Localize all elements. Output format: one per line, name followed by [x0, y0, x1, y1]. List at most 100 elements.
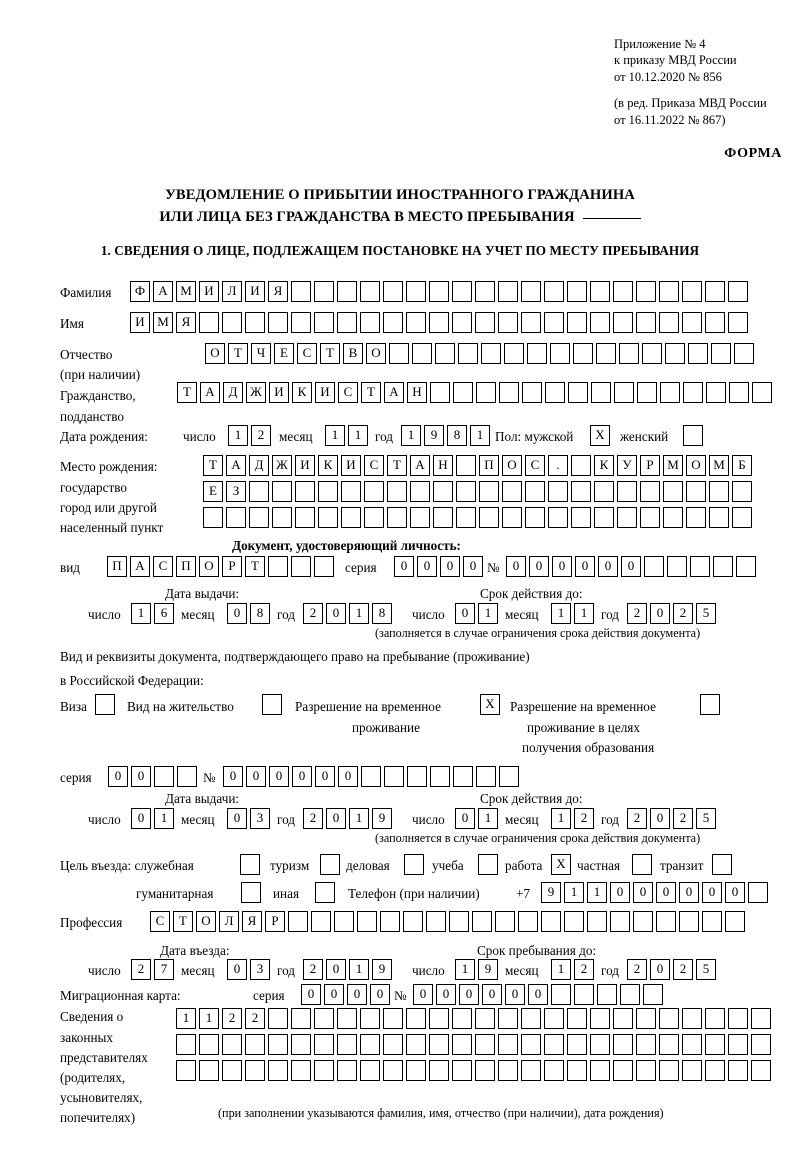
- char-cell[interactable]: [571, 481, 591, 502]
- char-cell[interactable]: [406, 1034, 426, 1055]
- char-cell[interactable]: 0: [679, 882, 699, 903]
- char-cell[interactable]: [222, 1060, 242, 1081]
- char-cell[interactable]: Р: [222, 556, 242, 577]
- char-cell[interactable]: М: [176, 281, 196, 302]
- char-cell[interactable]: 0: [292, 766, 312, 787]
- char-cell[interactable]: 0: [131, 766, 151, 787]
- char-cell[interactable]: [640, 507, 660, 528]
- char-cell[interactable]: 0: [326, 959, 346, 980]
- char-cell[interactable]: [383, 1060, 403, 1081]
- purpose-tourism-checkbox[interactable]: [320, 854, 340, 875]
- char-cell[interactable]: 0: [301, 984, 321, 1005]
- char-cell[interactable]: О: [366, 343, 386, 364]
- char-cell[interactable]: А: [384, 382, 404, 403]
- char-cell[interactable]: [663, 507, 683, 528]
- char-cell[interactable]: 0: [326, 603, 346, 624]
- char-cell[interactable]: 0: [529, 556, 549, 577]
- char-cell[interactable]: [337, 312, 357, 333]
- char-cell[interactable]: О: [502, 455, 522, 476]
- char-cell[interactable]: 0: [633, 882, 653, 903]
- char-cell[interactable]: [291, 1060, 311, 1081]
- char-cell[interactable]: [502, 481, 522, 502]
- char-cell[interactable]: [291, 1008, 311, 1029]
- char-cell[interactable]: 3: [250, 808, 270, 829]
- char-cell[interactable]: 2: [673, 959, 693, 980]
- char-cell[interactable]: [412, 343, 432, 364]
- char-cell[interactable]: [272, 507, 292, 528]
- char-cell[interactable]: 2: [627, 603, 647, 624]
- char-cell[interactable]: [544, 312, 564, 333]
- char-cell[interactable]: [525, 481, 545, 502]
- char-cell[interactable]: [337, 281, 357, 302]
- char-cell[interactable]: [682, 1060, 702, 1081]
- char-cell[interactable]: [728, 281, 748, 302]
- char-cell[interactable]: И: [341, 455, 361, 476]
- char-cell[interactable]: [314, 281, 334, 302]
- char-cell[interactable]: [452, 1008, 472, 1029]
- char-cell[interactable]: 0: [347, 984, 367, 1005]
- char-cell[interactable]: [725, 911, 745, 932]
- char-cell[interactable]: 1: [348, 425, 368, 446]
- char-cell[interactable]: [594, 507, 614, 528]
- char-cell[interactable]: 2: [222, 1008, 242, 1029]
- sex-female-checkbox[interactable]: [683, 425, 703, 446]
- char-cell[interactable]: 1: [349, 603, 369, 624]
- char-cell[interactable]: [203, 507, 223, 528]
- char-cell[interactable]: 3: [250, 959, 270, 980]
- char-cell[interactable]: [617, 507, 637, 528]
- char-cell[interactable]: [614, 382, 634, 403]
- char-cell[interactable]: 0: [650, 808, 670, 829]
- char-cell[interactable]: [475, 281, 495, 302]
- char-cell[interactable]: [360, 1034, 380, 1055]
- visa-checkbox[interactable]: [95, 694, 115, 715]
- char-cell[interactable]: [341, 481, 361, 502]
- char-cell[interactable]: [429, 312, 449, 333]
- char-cell[interactable]: Т: [173, 911, 193, 932]
- char-cell[interactable]: [751, 1008, 771, 1029]
- char-cell[interactable]: [407, 766, 427, 787]
- char-cell[interactable]: 2: [245, 1008, 265, 1029]
- char-cell[interactable]: [613, 281, 633, 302]
- char-cell[interactable]: [453, 766, 473, 787]
- char-cell[interactable]: 0: [656, 882, 676, 903]
- char-cell[interactable]: С: [150, 911, 170, 932]
- char-cell[interactable]: Т: [228, 343, 248, 364]
- char-cell[interactable]: [567, 312, 587, 333]
- char-cell[interactable]: А: [200, 382, 220, 403]
- char-cell[interactable]: В: [343, 343, 363, 364]
- char-cell[interactable]: 1: [176, 1008, 196, 1029]
- char-cell[interactable]: [548, 507, 568, 528]
- char-cell[interactable]: [410, 507, 430, 528]
- char-cell[interactable]: Л: [219, 911, 239, 932]
- char-cell[interactable]: [660, 382, 680, 403]
- char-cell[interactable]: 0: [575, 556, 595, 577]
- char-cell[interactable]: 2: [303, 603, 323, 624]
- purpose-study-checkbox[interactable]: [478, 854, 498, 875]
- char-cell[interactable]: [403, 911, 423, 932]
- char-cell[interactable]: [642, 343, 662, 364]
- char-cell[interactable]: 0: [413, 984, 433, 1005]
- char-cell[interactable]: [426, 911, 446, 932]
- char-cell[interactable]: [567, 281, 587, 302]
- char-cell[interactable]: [452, 1060, 472, 1081]
- char-cell[interactable]: [574, 984, 594, 1005]
- char-cell[interactable]: [472, 911, 492, 932]
- char-cell[interactable]: [640, 481, 660, 502]
- char-cell[interactable]: [619, 343, 639, 364]
- char-cell[interactable]: 0: [417, 556, 437, 577]
- char-cell[interactable]: [384, 766, 404, 787]
- char-cell[interactable]: [452, 1034, 472, 1055]
- char-cell[interactable]: [728, 1008, 748, 1029]
- char-cell[interactable]: [643, 984, 663, 1005]
- char-cell[interactable]: [667, 556, 687, 577]
- char-cell[interactable]: [222, 1034, 242, 1055]
- char-cell[interactable]: 0: [338, 766, 358, 787]
